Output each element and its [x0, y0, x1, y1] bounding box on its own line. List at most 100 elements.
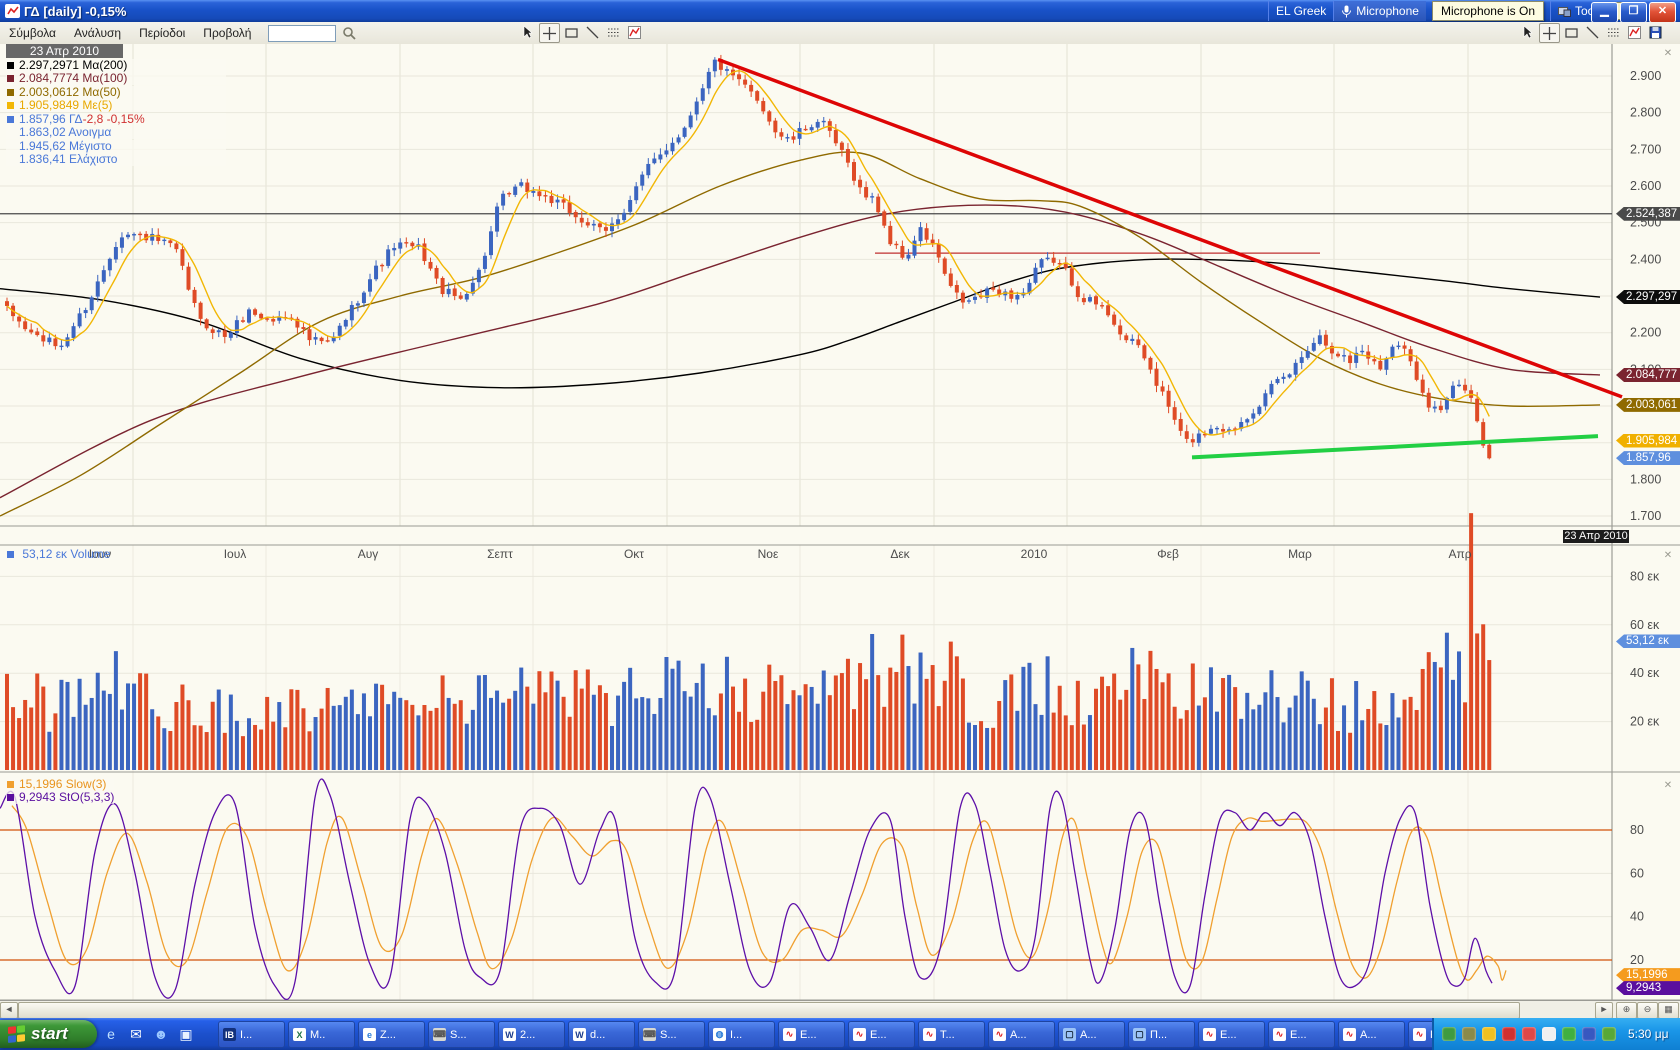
taskbar-task-10[interactable]: ∿ T... — [918, 1021, 985, 1048]
tray-icon-person[interactable] — [1462, 1027, 1476, 1041]
crosshair-tool-icon[interactable] — [539, 23, 560, 43]
tray-icon-red-circle[interactable] — [1502, 1027, 1516, 1041]
symbol-search-input[interactable] — [268, 24, 337, 42]
toolbar-drawing-tools — [518, 23, 644, 43]
axis-tick-label: 80 — [1630, 823, 1644, 837]
close-stochastic-pane-icon[interactable]: ✕ — [1663, 780, 1673, 791]
chart-tool-icon[interactable] — [1625, 23, 1644, 41]
horizontal-scrollbar[interactable]: ◄ ► ⊕ ⊖ ▦ — [0, 1000, 1680, 1019]
zoom-in-button[interactable]: ⊕ — [1616, 1002, 1637, 1019]
taskbar-task-13[interactable]: ▢ Π... — [1128, 1021, 1195, 1048]
taskbar-task-0[interactable]: IB I... — [218, 1021, 285, 1048]
grid-tool-icon[interactable] — [604, 23, 623, 41]
menu-item-1[interactable]: Ανάλυση — [74, 26, 122, 40]
taskbar-task-16[interactable]: ∿ A... — [1338, 1021, 1405, 1048]
line-tool-icon[interactable] — [583, 23, 602, 41]
month-label: Οκτ — [624, 547, 644, 561]
save-tool-icon[interactable] — [1646, 23, 1665, 41]
scroll-right-arrow[interactable]: ► — [1595, 1002, 1613, 1019]
quick-launch-show-desktop-icon[interactable]: ▣ — [179, 1025, 193, 1042]
legend-swatch — [7, 88, 14, 96]
axis-tick-label: 2.200 — [1630, 326, 1661, 340]
quick-launch-mail-icon[interactable]: ✉ — [130, 1025, 142, 1042]
tray-icon-green-ring[interactable] — [1562, 1027, 1576, 1041]
taskbar-task-3[interactable]: ⌨ S... — [428, 1021, 495, 1048]
price-tag: 1.905,984 — [1616, 433, 1680, 448]
microphone-button[interactable]: Microphone — [1333, 1, 1426, 21]
legend-swatch — [7, 75, 14, 82]
price-tag: 2.297,297 — [1616, 290, 1680, 304]
month-label: 2010 — [1021, 547, 1048, 561]
taskbar-task-1[interactable]: X M.. — [288, 1021, 355, 1048]
zoom-out-button[interactable]: ⊖ — [1637, 1002, 1658, 1019]
task-monitor-icon: ▢ — [1063, 1028, 1076, 1041]
axis-tick-label: 80 εκ — [1630, 569, 1660, 583]
axis-tick-label: 40 εκ — [1630, 666, 1660, 680]
tray-icon-tree[interactable] — [1442, 1027, 1456, 1041]
price-tag: 1.857,96 — [1616, 451, 1680, 466]
close-volume-pane-icon[interactable]: ✕ — [1663, 550, 1673, 561]
quick-launch-messenger-icon[interactable]: ☻ — [153, 1026, 169, 1042]
quick-launch-ie-icon[interactable]: e — [107, 1026, 115, 1042]
task-chart-icon: ∿ — [1413, 1028, 1426, 1041]
search-icon[interactable] — [342, 26, 357, 40]
candlesticks — [5, 54, 1492, 460]
menu-item-3[interactable]: Προβολή — [203, 26, 252, 40]
microphone-icon — [1342, 5, 1352, 17]
menu-item-0[interactable]: Σύμβολα — [9, 26, 56, 40]
chart-canvas[interactable]: 2.9002.8002.7002.6002.5002.4002.2002.100… — [0, 44, 1680, 1000]
taskbar-task-14[interactable]: ∿ E... — [1198, 1021, 1265, 1048]
taskbar-task-15[interactable]: ∿ E... — [1268, 1021, 1335, 1048]
ma5-line — [6, 70, 1490, 436]
task-chart-icon: ∿ — [1203, 1028, 1216, 1041]
legend-swatch — [7, 102, 14, 109]
task-kbd-icon: ⌨ — [643, 1028, 656, 1041]
start-button[interactable]: start — [0, 1020, 97, 1048]
taskbar-task-7[interactable]: ◍ I... — [708, 1021, 775, 1048]
support-trendline[interactable] — [1191, 434, 1599, 460]
volume-legend: 53,12 εκ Volume — [6, 547, 110, 561]
close-price-pane-icon[interactable]: ✕ — [1663, 48, 1673, 59]
language-indicator[interactable]: EL Greek — [1268, 1, 1333, 21]
taskbar-task-2[interactable]: e Z... — [358, 1021, 425, 1048]
tray-icon-shield-warning[interactable] — [1482, 1027, 1496, 1041]
scrollbar-thumb[interactable] — [18, 1002, 1520, 1019]
legend-date: 23 Απρ 2010 — [6, 44, 123, 58]
scroll-left-arrow[interactable]: ◄ — [0, 1002, 18, 1019]
taskbar-task-12[interactable]: ▢ A... — [1058, 1021, 1125, 1048]
chart-background — [0, 44, 1680, 1000]
line-tool-icon[interactable] — [1583, 23, 1602, 41]
tray-icon-media-player[interactable] — [1582, 1027, 1596, 1041]
axis-tick-label: 2.700 — [1630, 142, 1661, 156]
tray-icon-messenger[interactable] — [1542, 1027, 1556, 1041]
menu-item-2[interactable]: Περίοδοι — [139, 26, 186, 40]
taskbar-task-9[interactable]: ∿ E... — [848, 1021, 915, 1048]
task-word-icon: W — [503, 1028, 516, 1041]
chart-tool-icon[interactable] — [625, 23, 644, 41]
stochastic-legend: 15,1996 Slow(3) 9,2943 StO(5,3,3) — [6, 777, 115, 804]
restore-button[interactable]: ❐ — [1620, 2, 1647, 23]
zoom-box-button[interactable]: ▦ — [1658, 1002, 1679, 1019]
resistance-trendline[interactable] — [717, 57, 1623, 399]
close-button[interactable]: ✕ — [1649, 2, 1676, 23]
taskbar-task-8[interactable]: ∿ E... — [778, 1021, 845, 1048]
tray-icon-nvidia[interactable] — [1602, 1027, 1616, 1041]
tray-icon-heart[interactable] — [1522, 1027, 1536, 1041]
cursor-tool-icon[interactable] — [518, 23, 537, 41]
taskbar-task-4[interactable]: W 2... — [498, 1021, 565, 1048]
rectangle-tool-icon[interactable] — [562, 23, 581, 41]
legend-row: 2.003,0612 Μα(50) — [6, 85, 226, 99]
task-chart-icon: ∿ — [923, 1028, 936, 1041]
menu-bar: Σύμβολα Ανάλυση Περίοδοι Προβολή — [0, 22, 1680, 45]
taskbar-task-11[interactable]: ∿ A... — [988, 1021, 1055, 1048]
grid-tool-icon[interactable] — [1604, 23, 1623, 41]
minimize-button[interactable]: ▁ — [1591, 2, 1618, 23]
rectangle-tool-icon[interactable] — [1562, 23, 1581, 41]
taskbar-task-6[interactable]: ⌨ S... — [638, 1021, 705, 1048]
crosshair-tool-icon[interactable] — [1539, 23, 1560, 43]
task-chart-icon: ∿ — [783, 1028, 796, 1041]
system-tray: 5:30 μμ — [1432, 1018, 1680, 1050]
cursor-tool-icon[interactable] — [1518, 23, 1537, 41]
